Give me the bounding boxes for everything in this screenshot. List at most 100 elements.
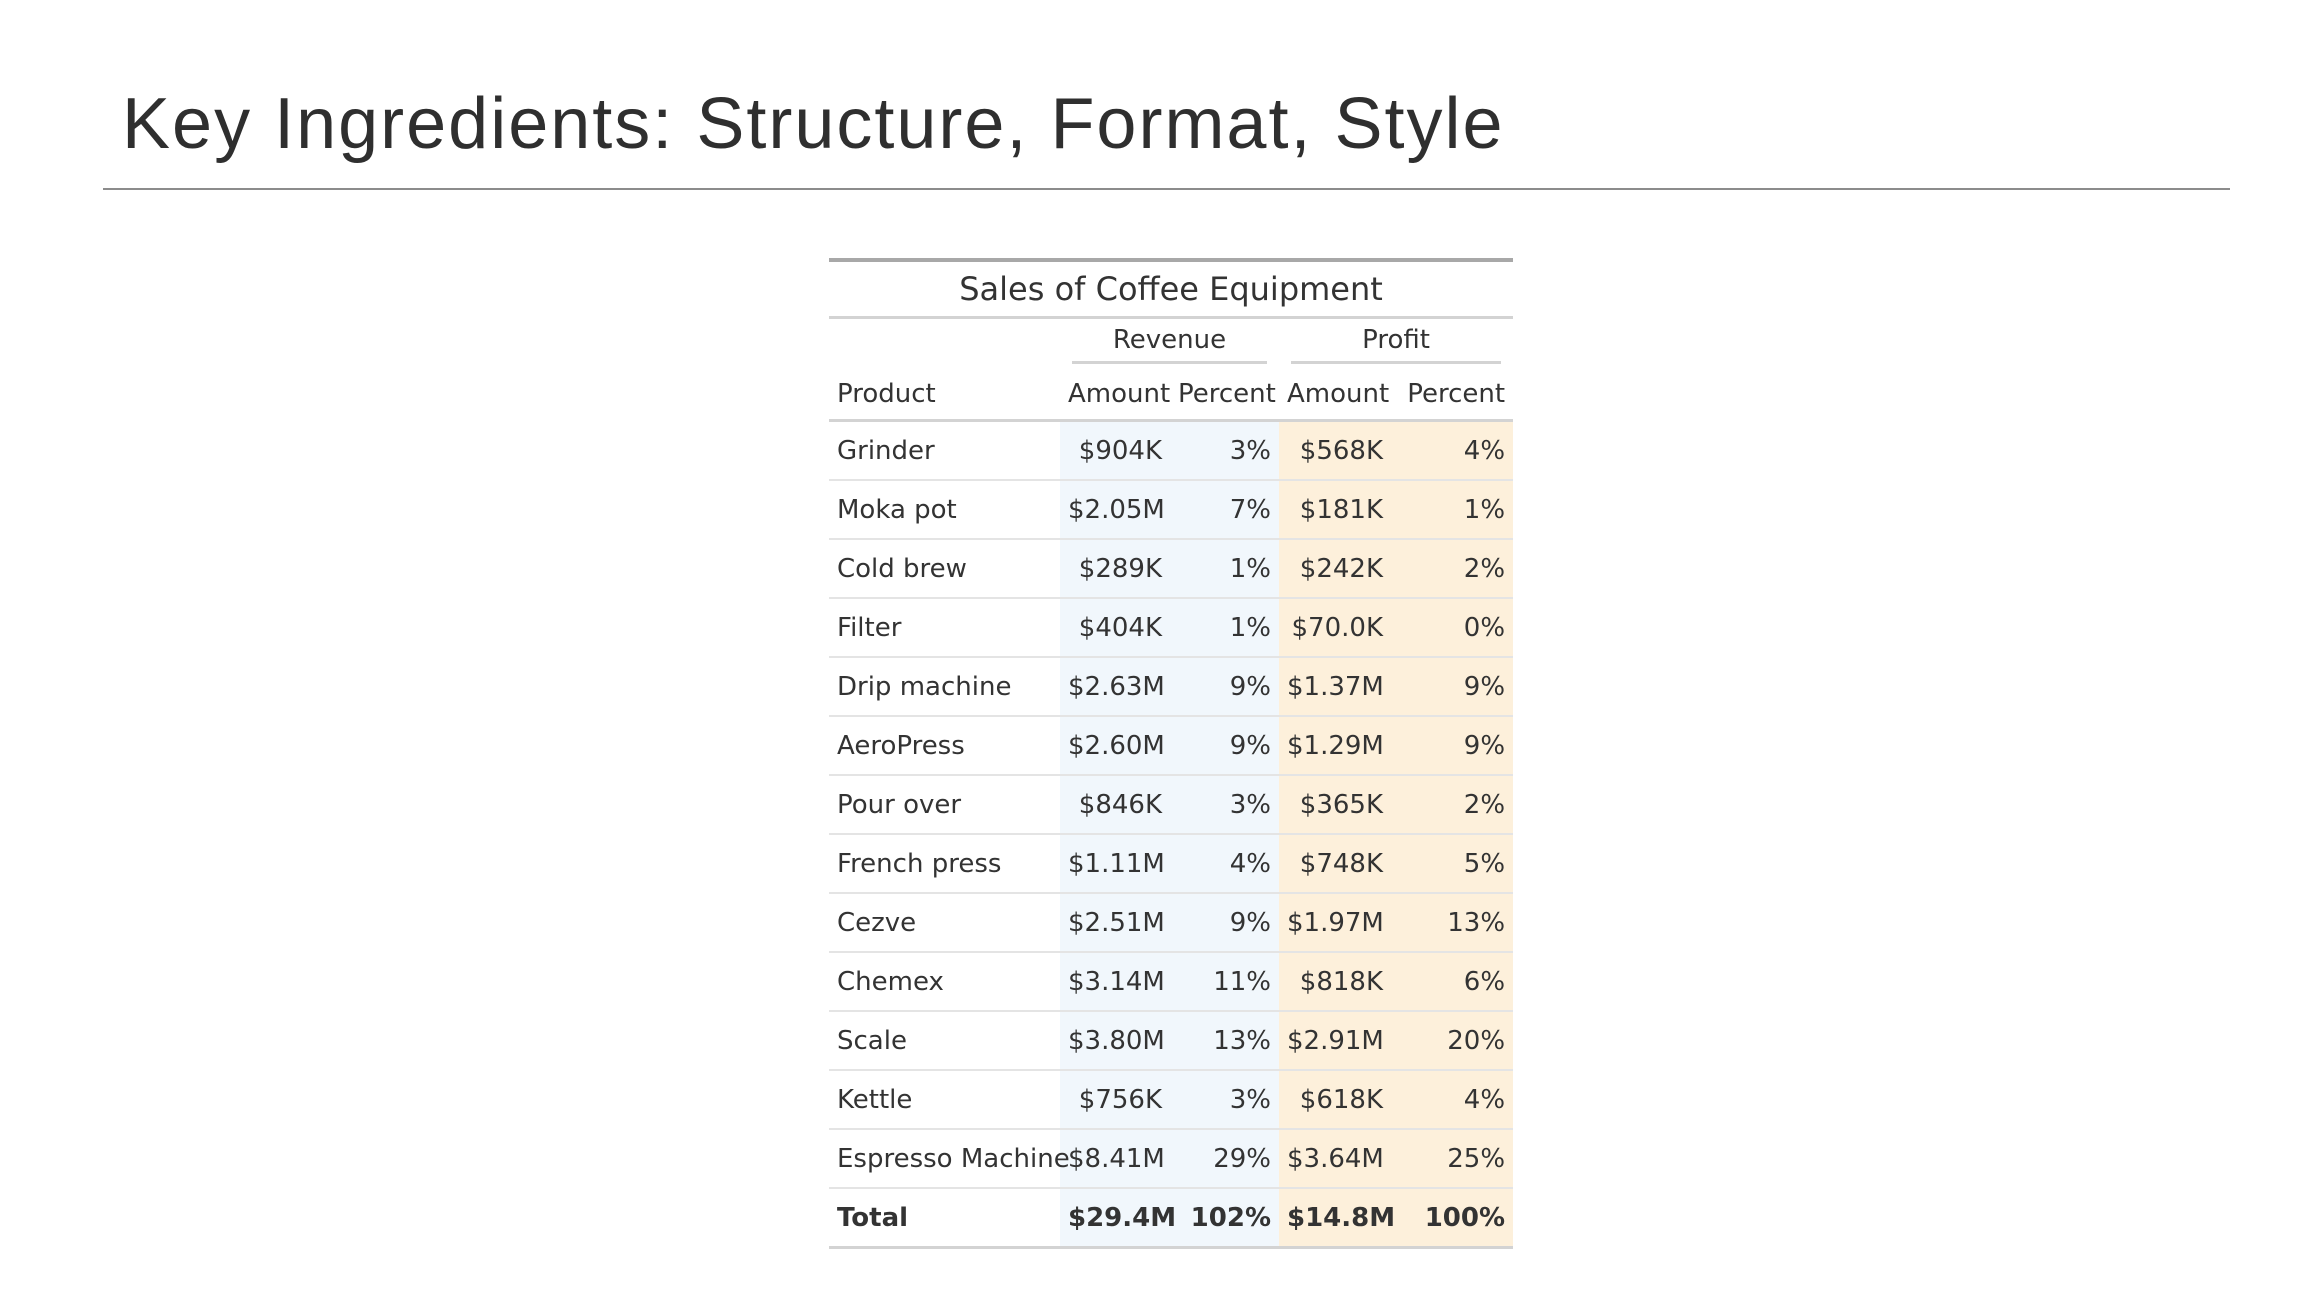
total-revenue-percent: 102% bbox=[1170, 1188, 1279, 1249]
profit-amount-cell: $242K bbox=[1279, 539, 1391, 599]
profit-percent-cell: 6% bbox=[1391, 952, 1514, 1012]
total-profit-amount: $14.8M bbox=[1279, 1188, 1395, 1249]
table-body: Grinder $904K 3% $568K 4% Moka pot $2.05… bbox=[829, 420, 1514, 1249]
table-row: Pour over $846K 3% $365K 2% bbox=[829, 775, 1514, 835]
product-cell: Cold brew bbox=[829, 539, 1060, 599]
product-cell: Filter bbox=[829, 598, 1060, 658]
profit-percent-cell: 9% bbox=[1391, 716, 1514, 776]
sales-table-container: Sales of Coffee Equipment Revenue Profit… bbox=[829, 258, 1514, 1249]
table-row: French press $1.11M 4% $748K 5% bbox=[829, 834, 1514, 894]
profit-percent-cell: 2% bbox=[1391, 539, 1514, 599]
revenue-percent-cell: 9% bbox=[1170, 893, 1279, 953]
table-row: Chemex $3.14M 11% $818K 6% bbox=[829, 952, 1514, 1012]
title-divider bbox=[103, 188, 2230, 190]
spanner-empty bbox=[829, 318, 1060, 370]
revenue-percent-cell: 1% bbox=[1170, 598, 1279, 658]
table-row: Moka pot $2.05M 7% $181K 1% bbox=[829, 480, 1514, 540]
revenue-amount-cell: $2.63M bbox=[1060, 657, 1170, 717]
spanner-profit-label: Profit bbox=[1291, 325, 1502, 364]
revenue-amount-cell: $2.60M bbox=[1060, 716, 1170, 776]
table-row: Filter $404K 1% $70.0K 0% bbox=[829, 598, 1514, 658]
revenue-percent-cell: 3% bbox=[1170, 775, 1279, 835]
column-header-revenue-amount: Amount bbox=[1060, 369, 1170, 422]
profit-amount-cell: $1.37M bbox=[1279, 657, 1391, 717]
table-title: Sales of Coffee Equipment bbox=[829, 258, 1514, 319]
revenue-percent-cell: 13% bbox=[1170, 1011, 1279, 1071]
total-profit-percent: 100% bbox=[1391, 1188, 1514, 1249]
revenue-amount-cell: $289K bbox=[1060, 539, 1170, 599]
column-header-row: Product Amount Percent Amount Percent bbox=[829, 369, 1514, 422]
table-row: Scale $3.80M 13% $2.91M 20% bbox=[829, 1011, 1514, 1071]
sales-table: Sales of Coffee Equipment Revenue Profit… bbox=[829, 258, 1514, 1249]
product-cell: Kettle bbox=[829, 1070, 1060, 1130]
revenue-amount-cell: $1.11M bbox=[1060, 834, 1170, 894]
revenue-amount-cell: $846K bbox=[1060, 775, 1170, 835]
table-row: AeroPress $2.60M 9% $1.29M 9% bbox=[829, 716, 1514, 776]
slide-title: Key Ingredients: Structure, Format, Styl… bbox=[122, 84, 1505, 164]
revenue-percent-cell: 3% bbox=[1170, 1070, 1279, 1130]
profit-amount-cell: $568K bbox=[1279, 420, 1391, 481]
table-title-row: Sales of Coffee Equipment bbox=[829, 258, 1514, 319]
profit-amount-cell: $818K bbox=[1279, 952, 1391, 1012]
spanner-revenue-label: Revenue bbox=[1072, 325, 1267, 364]
profit-amount-cell: $70.0K bbox=[1279, 598, 1391, 658]
profit-percent-cell: 2% bbox=[1391, 775, 1514, 835]
profit-percent-cell: 13% bbox=[1391, 893, 1514, 953]
total-row: Total $29.4M 102% $14.8M 100% bbox=[829, 1188, 1514, 1249]
revenue-percent-cell: 9% bbox=[1170, 657, 1279, 717]
revenue-percent-cell: 9% bbox=[1170, 716, 1279, 776]
profit-percent-cell: 25% bbox=[1391, 1129, 1514, 1189]
product-cell: Grinder bbox=[829, 420, 1060, 481]
revenue-amount-cell: $404K bbox=[1060, 598, 1170, 658]
product-cell: French press bbox=[829, 834, 1060, 894]
profit-amount-cell: $748K bbox=[1279, 834, 1391, 894]
table-row: Cezve $2.51M 9% $1.97M 13% bbox=[829, 893, 1514, 953]
spanner-profit: Profit bbox=[1279, 318, 1513, 370]
profit-amount-cell: $181K bbox=[1279, 480, 1391, 540]
product-cell: Scale bbox=[829, 1011, 1060, 1071]
spanner-revenue: Revenue bbox=[1060, 318, 1279, 370]
product-cell: Pour over bbox=[829, 775, 1060, 835]
product-cell: Chemex bbox=[829, 952, 1060, 1012]
revenue-percent-cell: 7% bbox=[1170, 480, 1279, 540]
revenue-amount-cell: $3.80M bbox=[1060, 1011, 1170, 1071]
table-row: Kettle $756K 3% $618K 4% bbox=[829, 1070, 1514, 1130]
profit-amount-cell: $618K bbox=[1279, 1070, 1391, 1130]
revenue-percent-cell: 11% bbox=[1170, 952, 1279, 1012]
revenue-percent-cell: 29% bbox=[1170, 1129, 1279, 1189]
column-header-product: Product bbox=[829, 369, 1060, 422]
revenue-amount-cell: $3.14M bbox=[1060, 952, 1170, 1012]
revenue-percent-cell: 4% bbox=[1170, 834, 1279, 894]
revenue-amount-cell: $2.51M bbox=[1060, 893, 1170, 953]
revenue-amount-cell: $8.41M bbox=[1060, 1129, 1170, 1189]
table-row: Espresso Machine $8.41M 29% $3.64M 25% bbox=[829, 1129, 1514, 1189]
product-cell: AeroPress bbox=[829, 716, 1060, 776]
product-cell: Cezve bbox=[829, 893, 1060, 953]
column-header-profit-amount: Amount bbox=[1279, 369, 1391, 422]
profit-percent-cell: 4% bbox=[1391, 420, 1514, 481]
revenue-percent-cell: 1% bbox=[1170, 539, 1279, 599]
table-row: Drip machine $2.63M 9% $1.37M 9% bbox=[829, 657, 1514, 717]
profit-percent-cell: 9% bbox=[1391, 657, 1514, 717]
profit-amount-cell: $1.29M bbox=[1279, 716, 1391, 776]
table-row: Grinder $904K 3% $568K 4% bbox=[829, 420, 1514, 481]
total-label: Total bbox=[829, 1188, 1060, 1249]
revenue-amount-cell: $2.05M bbox=[1060, 480, 1170, 540]
total-revenue-amount: $29.4M bbox=[1060, 1188, 1176, 1249]
profit-amount-cell: $3.64M bbox=[1279, 1129, 1391, 1189]
profit-percent-cell: 5% bbox=[1391, 834, 1514, 894]
table-row: Cold brew $289K 1% $242K 2% bbox=[829, 539, 1514, 599]
profit-amount-cell: $365K bbox=[1279, 775, 1391, 835]
product-cell: Drip machine bbox=[829, 657, 1060, 717]
profit-amount-cell: $1.97M bbox=[1279, 893, 1391, 953]
revenue-amount-cell: $756K bbox=[1060, 1070, 1170, 1130]
column-header-profit-percent: Percent bbox=[1391, 369, 1514, 422]
revenue-percent-cell: 3% bbox=[1170, 420, 1279, 481]
profit-amount-cell: $2.91M bbox=[1279, 1011, 1391, 1071]
product-cell: Espresso Machine bbox=[829, 1129, 1070, 1189]
profit-percent-cell: 1% bbox=[1391, 480, 1514, 540]
spanner-row: Revenue Profit bbox=[829, 318, 1513, 370]
profit-percent-cell: 20% bbox=[1391, 1011, 1514, 1071]
column-header-revenue-percent: Percent bbox=[1170, 369, 1279, 422]
product-cell: Moka pot bbox=[829, 480, 1060, 540]
